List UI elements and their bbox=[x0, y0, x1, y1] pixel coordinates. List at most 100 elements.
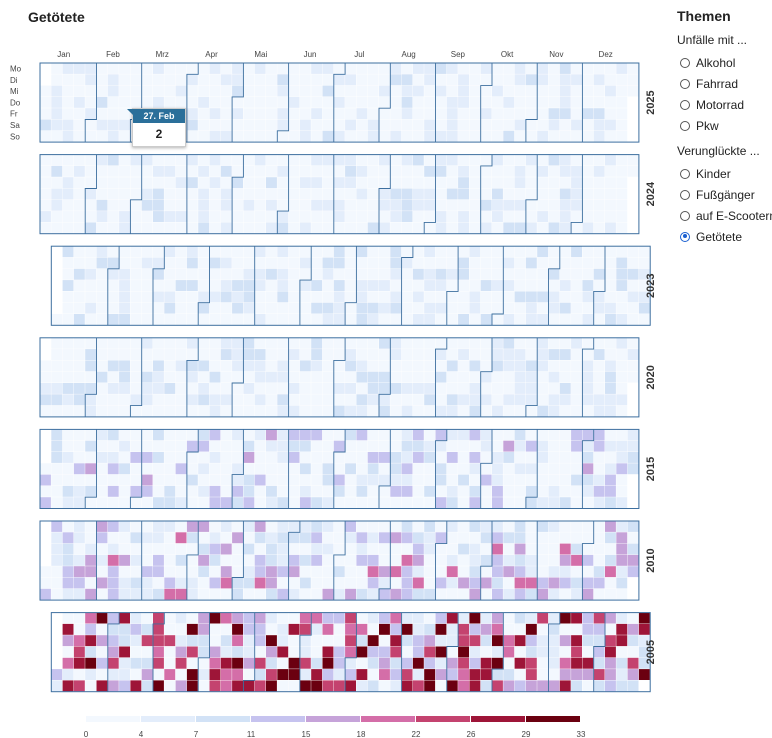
day-cell bbox=[458, 452, 469, 463]
radio-pkw[interactable]: Pkw bbox=[677, 115, 772, 136]
day-cell bbox=[198, 680, 210, 692]
day-cell bbox=[514, 623, 526, 635]
day-cell bbox=[130, 74, 142, 86]
day-cell bbox=[458, 566, 469, 578]
day-cell bbox=[62, 623, 74, 635]
day-cell bbox=[266, 657, 277, 669]
day-cell bbox=[537, 521, 549, 532]
month-boundary bbox=[186, 63, 199, 143]
day-cell bbox=[277, 199, 289, 211]
day-cell bbox=[232, 405, 243, 417]
day-cell bbox=[243, 177, 255, 189]
month-boundary bbox=[107, 612, 120, 692]
day-cell bbox=[627, 440, 639, 452]
day-cell bbox=[616, 268, 628, 280]
day-cell bbox=[424, 349, 436, 360]
year-label: 2010 bbox=[645, 548, 657, 572]
day-cell bbox=[73, 497, 85, 509]
day-cell bbox=[243, 463, 255, 475]
radio-circle-icon bbox=[680, 78, 690, 89]
day-cell bbox=[548, 440, 560, 452]
day-cell bbox=[164, 246, 176, 258]
day-cell bbox=[198, 360, 210, 372]
day-cell bbox=[412, 646, 424, 658]
radio-circle-icon bbox=[680, 168, 690, 179]
day-cell bbox=[424, 405, 436, 417]
day-cell bbox=[141, 85, 153, 97]
day-cell bbox=[73, 222, 85, 234]
day-cell bbox=[51, 85, 63, 97]
day-cell bbox=[277, 429, 289, 441]
day-cell bbox=[62, 612, 74, 624]
day-cell bbox=[514, 85, 526, 97]
weekday-label: Di bbox=[10, 76, 18, 85]
day-cell bbox=[243, 623, 255, 635]
day-cell bbox=[446, 314, 458, 325]
day-cell bbox=[514, 463, 526, 475]
radio-kinder[interactable]: Kinder bbox=[677, 163, 772, 184]
day-cell bbox=[73, 646, 85, 658]
day-cell bbox=[311, 199, 323, 211]
day-cell bbox=[345, 657, 356, 669]
day-cell bbox=[559, 108, 571, 120]
day-cell bbox=[616, 302, 628, 314]
day-cell bbox=[390, 291, 402, 303]
radio-motorrad[interactable]: Motorrad bbox=[677, 94, 772, 115]
day-cell bbox=[119, 63, 130, 74]
day-cell bbox=[40, 96, 51, 108]
day-cell bbox=[367, 383, 379, 394]
day-cell bbox=[548, 108, 560, 120]
radio-e-scooter[interactable]: auf E-Scootern bbox=[677, 205, 772, 226]
month-boundary bbox=[152, 612, 165, 692]
day-cell bbox=[638, 612, 650, 624]
day-cell bbox=[537, 188, 549, 200]
day-cell bbox=[288, 154, 300, 166]
day-cell bbox=[266, 566, 277, 578]
day-cell bbox=[458, 188, 469, 200]
day-cell bbox=[480, 532, 492, 544]
day-cell bbox=[299, 440, 311, 452]
month-boundary bbox=[525, 63, 538, 143]
day-cell bbox=[311, 96, 323, 108]
day-cell bbox=[458, 635, 469, 647]
day-cell bbox=[85, 130, 97, 142]
day-cell bbox=[503, 543, 515, 555]
day-cell bbox=[322, 314, 334, 325]
day-cell bbox=[119, 360, 130, 372]
radio-fahrrad[interactable]: Fahrrad bbox=[677, 73, 772, 94]
radio-fussgaenger[interactable]: Fußgänger bbox=[677, 184, 772, 205]
day-cell bbox=[322, 554, 334, 566]
day-cell bbox=[333, 371, 345, 383]
day-cell bbox=[424, 96, 436, 108]
radio-getoetete[interactable]: Getötete bbox=[677, 226, 772, 247]
day-cell bbox=[503, 657, 515, 669]
day-cell bbox=[153, 199, 164, 211]
day-cell bbox=[130, 222, 142, 234]
day-cell bbox=[107, 405, 119, 417]
day-cell bbox=[107, 543, 119, 555]
day-cell bbox=[153, 543, 164, 555]
day-cell bbox=[322, 211, 334, 222]
day-cell bbox=[254, 246, 266, 258]
day-cell bbox=[537, 612, 549, 624]
day-cell bbox=[209, 314, 221, 325]
day-cell bbox=[605, 349, 616, 360]
day-cell bbox=[525, 199, 537, 211]
day-cell bbox=[130, 440, 142, 452]
day-cell bbox=[435, 96, 447, 108]
day-cell bbox=[164, 211, 176, 222]
day-cell bbox=[356, 280, 368, 291]
radio-alkohol[interactable]: Alkohol bbox=[677, 52, 772, 73]
day-cell bbox=[367, 119, 379, 131]
day-cell bbox=[582, 405, 594, 417]
day-cell bbox=[40, 371, 51, 383]
day-cell bbox=[401, 199, 413, 211]
day-cell bbox=[277, 452, 289, 463]
day-cell bbox=[141, 383, 153, 394]
day-cell bbox=[605, 130, 616, 142]
day-cell bbox=[153, 657, 164, 669]
day-cell bbox=[299, 222, 311, 234]
day-cell bbox=[390, 463, 402, 475]
day-cell bbox=[345, 349, 356, 360]
day-cell bbox=[153, 74, 164, 86]
